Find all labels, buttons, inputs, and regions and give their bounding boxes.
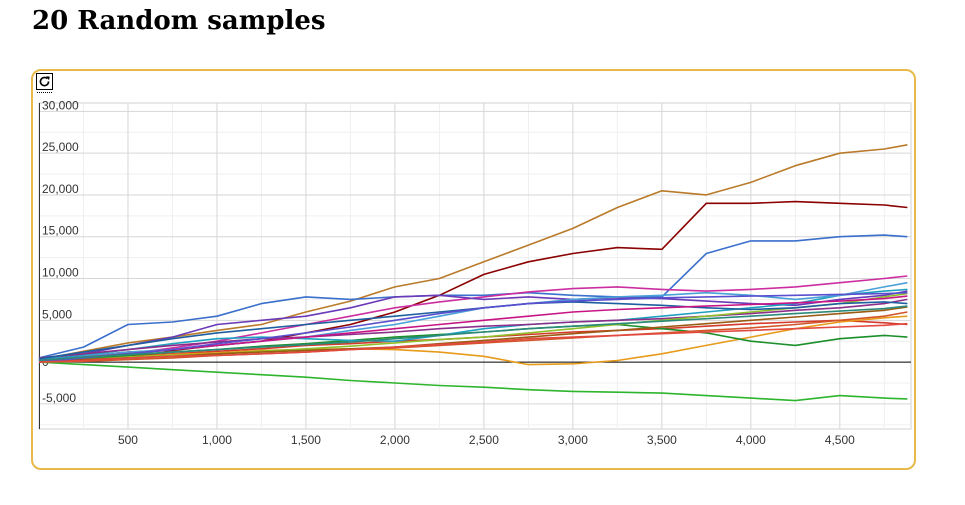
y-tick-label: 15,000 (42, 224, 79, 238)
series-line-20 (38, 305, 908, 362)
page-title: 20 Random samples (32, 6, 326, 36)
y-tick-label: 10,000 (42, 266, 79, 280)
series-line-10 (38, 288, 908, 361)
series-line-8 (38, 315, 908, 366)
refresh-button[interactable] (36, 73, 53, 93)
x-tick-label: 2,500 (469, 433, 499, 447)
series-line-11 (38, 298, 908, 359)
chart-panel: 30,000 25,000 20,000 15,000 10,000 5,000 0 -5,0… (31, 69, 916, 470)
series-line-5 (38, 275, 908, 362)
x-tick-label: 3,500 (647, 433, 677, 447)
line-chart: 30,00025,00020,00015,00010,0005,0000-5,0… (38, 98, 912, 447)
series-line-3 (38, 234, 908, 359)
x-tick-label: 500 (118, 433, 138, 447)
x-tick-label: 4,000 (736, 433, 766, 447)
series-line-19 (38, 322, 908, 363)
x-tick-label: 3,000 (558, 433, 588, 447)
y-tick-label: 20,000 (42, 182, 79, 196)
y-tick-label: 30,000 (42, 98, 79, 112)
series-line-18 (38, 291, 908, 363)
series-line-4 (38, 361, 908, 402)
plot-area (38, 102, 912, 430)
x-tick-label: 1,000 (202, 433, 232, 447)
x-tick-label: 1,500 (291, 433, 321, 447)
y-tick-label: 5,000 (42, 307, 72, 321)
series-line-1 (38, 144, 908, 361)
x-tick-label: 4,500 (825, 433, 855, 447)
x-tick-label: 2,000 (380, 433, 410, 447)
y-tick-label: 25,000 (42, 140, 79, 154)
y-tick-label: -5,000 (42, 391, 76, 405)
refresh-icon (39, 76, 50, 87)
